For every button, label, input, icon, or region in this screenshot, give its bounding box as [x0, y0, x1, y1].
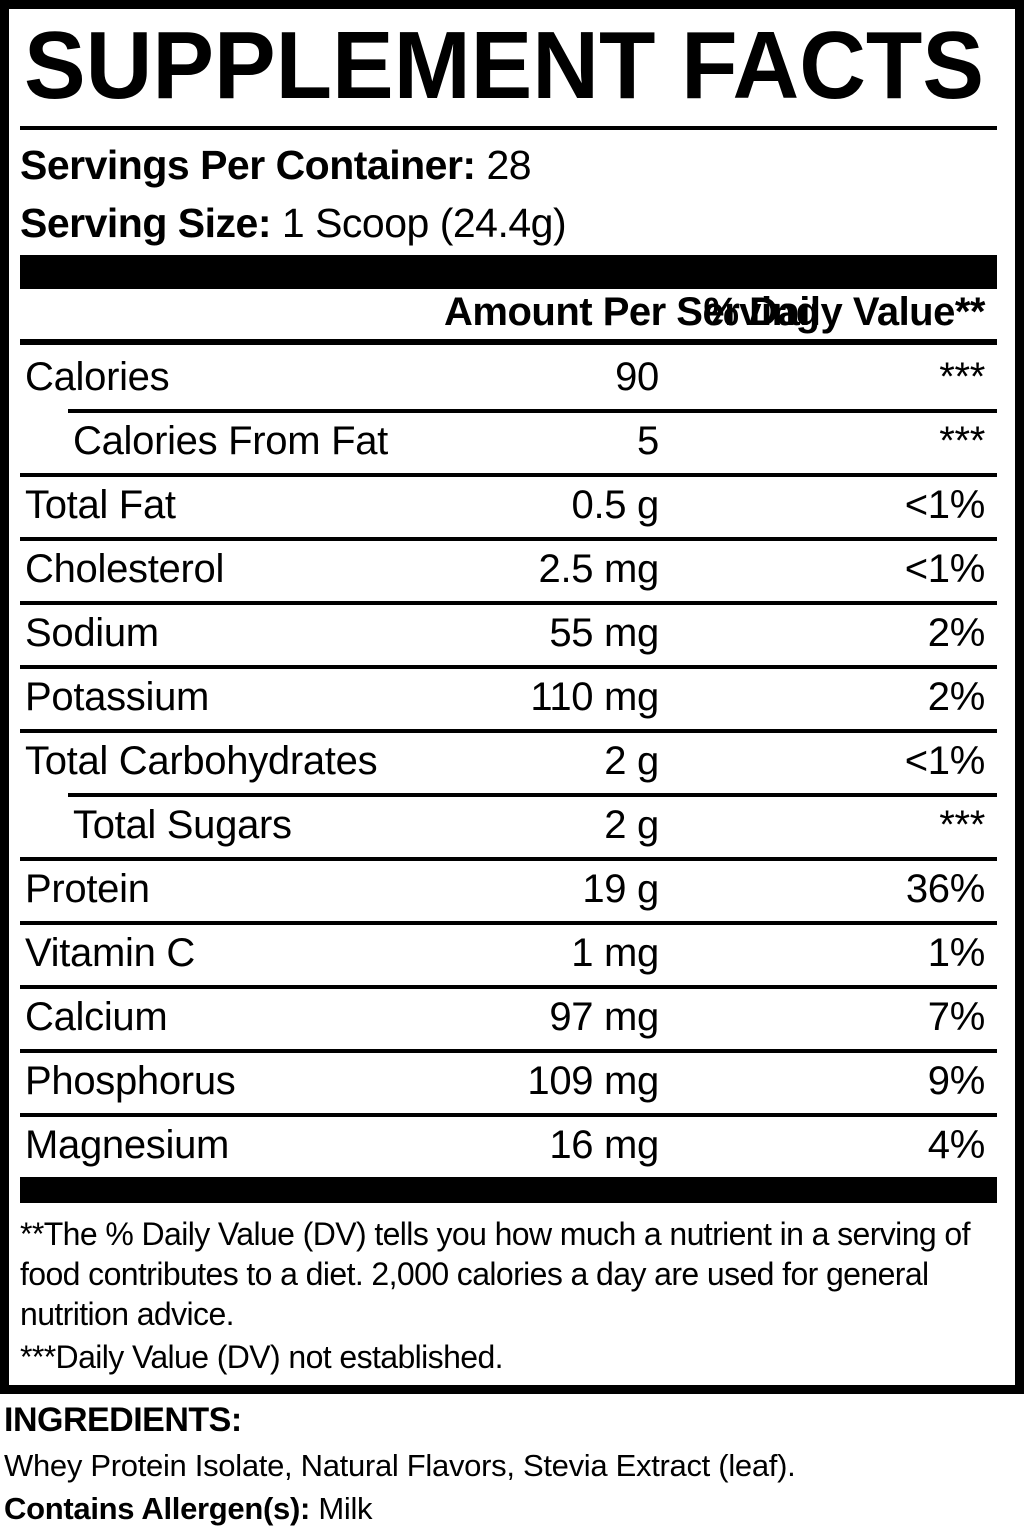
nutrient-name: Potassium	[25, 674, 210, 719]
nutrient-amount: 16 mg	[549, 1122, 659, 1167]
table-row-protein: Protein 19 g 36%	[20, 857, 997, 921]
table-row-total-sugars: Total Sugars 2 g ***	[20, 793, 997, 857]
supplement-facts-panel: SUPPLEMENT FACTS Servings Per Container:…	[0, 0, 1024, 1394]
nutrient-daily-value: <1%	[904, 482, 986, 527]
nutrient-amount: 1 mg	[571, 930, 659, 975]
nutrient-name: Calories From Fat	[73, 418, 388, 463]
nutrient-daily-value: ***	[939, 418, 985, 463]
table-row-calcium: Calcium 97 mg 7%	[20, 985, 997, 1049]
table-row-vitamin-c: Vitamin C 1 mg 1%	[20, 921, 997, 985]
separator-bar-bottom	[20, 1177, 997, 1203]
nutrient-amount: 2 g	[604, 738, 659, 783]
nutrient-amount: 55 mg	[549, 610, 659, 655]
column-header-daily-value: % Daily Value**	[703, 290, 985, 334]
ingredients-heading: INGREDIENTS:	[4, 1401, 242, 1439]
title-divider	[20, 126, 997, 130]
nutrient-amount: 2.5 mg	[538, 546, 660, 591]
allergen-line: Contains Allergen(s): Milk	[4, 1490, 1024, 1528]
table-row-magnesium: Magnesium 16 mg 4%	[20, 1113, 997, 1177]
nutrient-amount: 97 mg	[549, 994, 659, 1039]
nutrient-name: Calories	[25, 354, 170, 399]
table-row-total-carbohydrates: Total Carbohydrates 2 g <1%	[20, 729, 997, 793]
nutrient-amount: 90	[615, 354, 659, 399]
nutrient-daily-value: 9%	[927, 1058, 986, 1103]
nutrient-name: Cholesterol	[25, 546, 225, 591]
table-row-calories: Calories 90 ***	[20, 345, 997, 409]
page-title: SUPPLEMENT FACTS	[24, 22, 984, 112]
nutrient-name: Total Sugars	[73, 802, 292, 847]
nutrient-amount: 5	[637, 418, 659, 463]
column-header-amount: Amount Per Serving	[444, 290, 820, 334]
nutrient-amount: 19 g	[582, 866, 659, 911]
nutrient-daily-value: 4%	[927, 1122, 986, 1167]
nutrient-daily-value: 36%	[905, 866, 985, 911]
nutrient-name: Phosphorus	[25, 1058, 236, 1103]
daily-value-footnote: **The % Daily Value (DV) tells you how m…	[20, 1216, 970, 1332]
panel-title-svg: SUPPLEMENT FACTS	[24, 22, 984, 112]
nutrient-daily-value: <1%	[904, 546, 986, 591]
not-established-footnote: ***Daily Value (DV) not established.	[20, 1339, 504, 1375]
table-row-cholesterol: Cholesterol 2.5 mg <1%	[20, 537, 997, 601]
nutrient-name: Magnesium	[25, 1122, 230, 1167]
nutrient-daily-value: ***	[939, 354, 985, 399]
table-row-potassium: Potassium 110 mg 2%	[20, 665, 997, 729]
nutrient-amount: 0.5 g	[571, 482, 660, 527]
servings-per-container-line: Servings Per Container: 28	[20, 136, 997, 194]
nutrient-daily-value: 2%	[927, 674, 986, 719]
table-row-phosphorus: Phosphorus 109 mg 9%	[20, 1049, 997, 1113]
serving-info: Servings Per Container: 28 Serving Size:…	[20, 136, 997, 252]
table-row-total-fat: Total Fat 0.5 g <1%	[20, 473, 997, 537]
panel-title-wrap: SUPPLEMENT FACTS	[20, 22, 997, 112]
ingredients-section: INGREDIENTS: Whey Protein Isolate, Natur…	[4, 1400, 1024, 1528]
nutrient-daily-value: ***	[939, 802, 985, 847]
nutrient-name: Total Carbohydrates	[25, 738, 378, 783]
nutrient-name: Total Fat	[25, 482, 176, 527]
nutrient-name: Vitamin C	[25, 930, 195, 975]
nutrient-daily-value: 1%	[927, 930, 986, 975]
separator-bar-top	[20, 255, 997, 289]
table-row-sodium: Sodium 55 mg 2%	[20, 601, 997, 665]
nutrient-amount: 110 mg	[530, 674, 659, 719]
serving-size-label: Serving Size:	[20, 200, 271, 246]
nutrient-amount: 2 g	[604, 802, 659, 847]
nutrient-daily-value: 2%	[927, 610, 986, 655]
nutrient-daily-value: 7%	[927, 994, 986, 1039]
nutrient-name: Sodium	[25, 610, 159, 655]
nutrient-daily-value: <1%	[904, 738, 986, 783]
allergen-value: Milk	[318, 1491, 373, 1526]
serving-size-line: Serving Size: 1 Scoop (24.4g)	[20, 194, 997, 252]
ingredients-list: Whey Protein Isolate, Natural Flavors, S…	[4, 1448, 796, 1483]
serving-size-value: 1 Scoop (24.4g)	[281, 200, 567, 246]
nutrient-amount: 109 mg	[527, 1058, 659, 1103]
nutrient-name: Protein	[25, 866, 150, 911]
servings-per-container-label: Servings Per Container:	[20, 142, 476, 188]
table-row-calories-from-fat: Calories From Fat 5 ***	[20, 409, 997, 473]
servings-per-container-value: 28	[486, 142, 532, 188]
table-header-row: Amount Per Serving % Daily Value**	[20, 289, 997, 345]
allergen-label: Contains Allergen(s):	[4, 1491, 311, 1526]
nutrient-name: Calcium	[25, 994, 168, 1039]
